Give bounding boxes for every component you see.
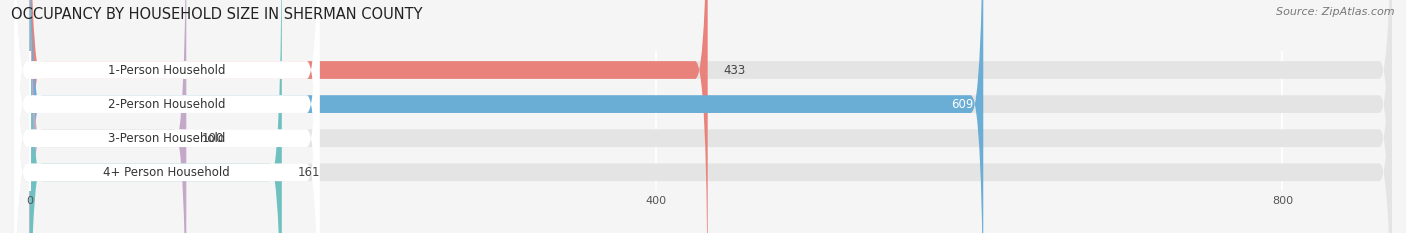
Text: 3-Person Household: 3-Person Household <box>108 132 225 145</box>
Text: 100: 100 <box>202 132 224 145</box>
Text: OCCUPANCY BY HOUSEHOLD SIZE IN SHERMAN COUNTY: OCCUPANCY BY HOUSEHOLD SIZE IN SHERMAN C… <box>11 7 423 22</box>
FancyBboxPatch shape <box>30 0 983 233</box>
Text: Source: ZipAtlas.com: Source: ZipAtlas.com <box>1277 7 1395 17</box>
Text: 609: 609 <box>952 98 974 111</box>
FancyBboxPatch shape <box>14 0 1392 233</box>
FancyBboxPatch shape <box>14 0 1392 233</box>
FancyBboxPatch shape <box>14 0 319 233</box>
Text: 4+ Person Household: 4+ Person Household <box>104 166 231 179</box>
FancyBboxPatch shape <box>14 0 319 233</box>
FancyBboxPatch shape <box>30 0 186 233</box>
Text: 161: 161 <box>298 166 321 179</box>
FancyBboxPatch shape <box>30 0 281 233</box>
Text: 433: 433 <box>723 64 745 76</box>
Text: 1-Person Household: 1-Person Household <box>108 64 225 76</box>
FancyBboxPatch shape <box>14 0 319 233</box>
FancyBboxPatch shape <box>14 0 319 233</box>
FancyBboxPatch shape <box>30 0 707 233</box>
Text: 2-Person Household: 2-Person Household <box>108 98 225 111</box>
FancyBboxPatch shape <box>14 0 1392 233</box>
FancyBboxPatch shape <box>14 0 1392 233</box>
